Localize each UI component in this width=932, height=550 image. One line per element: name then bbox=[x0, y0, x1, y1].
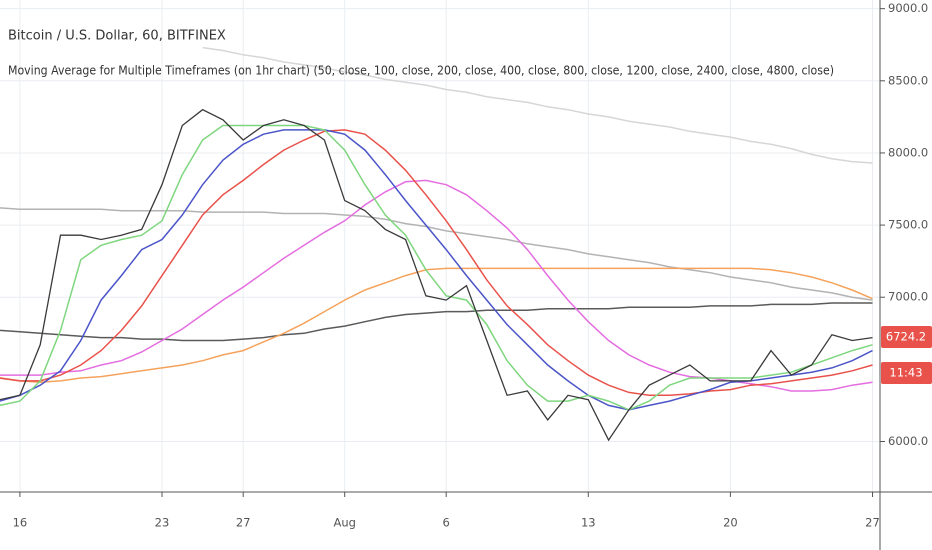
series-line bbox=[0, 124, 873, 411]
y-tick-label: 6000.0 bbox=[888, 434, 928, 448]
x-tick-label: 27 bbox=[236, 516, 251, 530]
price-tag bbox=[881, 326, 932, 349]
y-tick-label: 7500.0 bbox=[888, 218, 928, 232]
x-tick-label: Aug bbox=[333, 516, 355, 530]
y-tick-label: 8500.0 bbox=[888, 73, 928, 87]
x-tick-label: 13 bbox=[581, 516, 596, 530]
series-line bbox=[0, 267, 873, 384]
x-tick-label: 6 bbox=[443, 516, 450, 530]
x-tick-label: 16 bbox=[13, 516, 28, 530]
x-tick-label: 23 bbox=[155, 516, 170, 530]
x-tick-label: 27 bbox=[865, 516, 880, 530]
chart-subtitle: Moving Average for Multiple Timeframes (… bbox=[8, 64, 834, 78]
price-tag-label: 6724.2 bbox=[886, 330, 926, 344]
series-line bbox=[202, 46, 873, 164]
series-line bbox=[0, 129, 873, 411]
series-line bbox=[0, 129, 873, 397]
y-tick-label: 9000.0 bbox=[888, 1, 928, 15]
y-tick-label: 7000.0 bbox=[888, 290, 928, 304]
series-line bbox=[0, 207, 873, 301]
series-line bbox=[0, 302, 873, 342]
countdown-tag bbox=[881, 362, 932, 385]
series-line bbox=[0, 108, 873, 442]
plot bbox=[0, 46, 873, 442]
grid bbox=[0, 0, 880, 492]
chart-title: Bitcoin / U.S. Dollar, 60, BITFINEX bbox=[8, 29, 226, 44]
countdown-label: 11:43 bbox=[889, 366, 922, 380]
axes: 6000.0 7000.0 7500.0 8000.0 8500.0 9000.0 16 23… bbox=[13, 1, 932, 530]
x-tick-label: 20 bbox=[723, 516, 738, 530]
y-tick-label: 8000.0 bbox=[888, 145, 928, 159]
